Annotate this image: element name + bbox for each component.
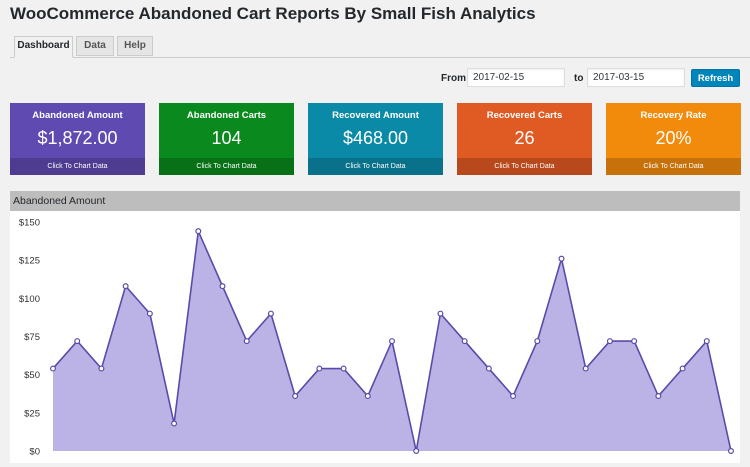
data-point[interactable] <box>146 310 153 317</box>
data-point[interactable] <box>364 393 371 400</box>
card-title: Abandoned Carts <box>186 110 267 121</box>
tab-dashboard[interactable]: Dashboard <box>14 36 73 58</box>
data-point[interactable] <box>122 283 129 290</box>
chart-panel: Abandoned Amount $0 $25 $50 $75 $100 $125 $150 <box>10 191 740 463</box>
card-recovered-carts: Recovered Carts 26 Click To Chart Data <box>457 103 592 175</box>
data-point[interactable] <box>219 283 226 290</box>
chart-data-link[interactable]: Click To Chart Data <box>457 158 592 175</box>
card-value: 20% <box>655 128 692 148</box>
data-point[interactable] <box>340 365 347 372</box>
data-point[interactable] <box>631 338 638 345</box>
card-abandoned-carts: Abandoned Carts 104 Click To Chart Data <box>159 103 294 175</box>
tab-data[interactable]: Data <box>76 36 114 56</box>
from-label: From <box>441 73 466 84</box>
card-title: Recovery Rate <box>640 110 707 121</box>
chart-title: Abandoned Amount <box>10 191 740 211</box>
data-point[interactable] <box>49 365 56 372</box>
y-tick-label: $25 <box>24 408 40 419</box>
y-tick-label: $125 <box>19 256 40 267</box>
page-title: WooCommerce Abandoned Cart Reports By Sm… <box>10 4 536 23</box>
data-point[interactable] <box>437 310 444 317</box>
refresh-button[interactable]: Refresh <box>691 69 740 87</box>
y-tick-label: $50 <box>24 370 40 381</box>
data-point[interactable] <box>98 365 105 372</box>
data-point[interactable] <box>679 365 686 372</box>
card-value: $1,872.00 <box>37 128 118 148</box>
card-title: Recovered Amount <box>332 110 419 121</box>
y-tick-label: $100 <box>19 294 40 305</box>
data-point[interactable] <box>727 448 734 455</box>
chart-data-link[interactable]: Click To Chart Data <box>159 158 294 175</box>
card-value: $468.00 <box>342 128 409 148</box>
chart-data-link[interactable]: Click To Chart Data <box>606 158 741 175</box>
abandoned-amount-chart: $0 $25 $50 $75 $100 $125 $150 <box>19 218 734 458</box>
data-point[interactable] <box>171 420 178 427</box>
data-point[interactable] <box>606 338 613 345</box>
to-label: to <box>574 73 584 84</box>
card-recovery-rate: Recovery Rate 20% Click To Chart Data <box>606 103 741 175</box>
data-point[interactable] <box>267 310 274 317</box>
data-point[interactable] <box>243 338 250 345</box>
data-point[interactable] <box>655 393 662 400</box>
data-point[interactable] <box>413 448 420 455</box>
data-point[interactable] <box>389 338 396 345</box>
data-point[interactable] <box>703 338 710 345</box>
to-date-input[interactable] <box>587 68 685 87</box>
data-point[interactable] <box>534 338 541 345</box>
card-value: 26 <box>514 128 535 148</box>
card-title: Abandoned Amount <box>32 110 123 121</box>
from-date-input[interactable] <box>467 68 565 87</box>
data-point[interactable] <box>195 228 202 235</box>
card-title: Recovered Carts <box>486 110 563 121</box>
data-point[interactable] <box>582 365 589 372</box>
y-tick-label: $0 <box>29 447 40 458</box>
data-point[interactable] <box>461 338 468 345</box>
tab-help[interactable]: Help <box>117 36 153 56</box>
data-point[interactable] <box>292 393 299 400</box>
y-tick-label: $150 <box>19 218 40 229</box>
y-tick-label: $75 <box>24 332 40 343</box>
data-point[interactable] <box>510 393 517 400</box>
chart-data-link[interactable]: Click To Chart Data <box>308 158 443 175</box>
data-point[interactable] <box>558 255 565 262</box>
card-recovered-amount: Recovered Amount $468.00 Click To Chart … <box>308 103 443 175</box>
data-point[interactable] <box>316 365 323 372</box>
chart-data-link[interactable]: Click To Chart Data <box>10 158 145 175</box>
card-value: 104 <box>211 128 242 148</box>
tab-bar: Dashboard Data Help <box>10 36 750 58</box>
card-abandoned-amount: Abandoned Amount $1,872.00 Click To Char… <box>10 103 145 175</box>
data-point[interactable] <box>74 338 81 345</box>
data-point[interactable] <box>485 365 492 372</box>
